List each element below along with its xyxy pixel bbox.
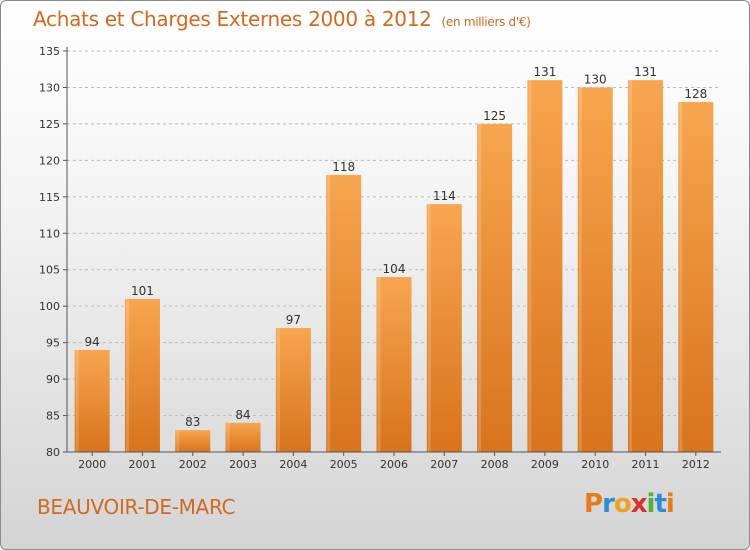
bar-highlight	[528, 80, 532, 452]
bar-highlight	[125, 298, 129, 452]
logo-letter: r	[602, 489, 615, 519]
bar	[577, 87, 613, 453]
bar-highlight	[377, 277, 381, 452]
bar	[678, 102, 714, 452]
bar	[527, 80, 563, 452]
y-tick-label: 105	[39, 264, 60, 277]
y-tick-label: 100	[39, 300, 60, 313]
y-tick-label: 80	[46, 446, 60, 459]
x-tick-label: 2001	[128, 458, 156, 471]
place-name: BEAUVOIR-DE-MARC	[37, 495, 236, 519]
x-tick-label: 2004	[279, 458, 307, 471]
data-label: 118	[332, 160, 355, 174]
bar-highlight	[629, 80, 633, 452]
y-tick-label: 95	[46, 337, 60, 350]
x-tick-label: 2006	[380, 458, 408, 471]
bar-highlight	[427, 204, 431, 452]
chart-subtitle: (en milliers d'€)	[441, 15, 531, 29]
logo-letter: P	[584, 489, 603, 519]
logo-letter: i	[646, 489, 656, 519]
logo-letter: x	[630, 489, 648, 519]
x-tick-label: 2007	[430, 458, 458, 471]
y-tick-label: 90	[46, 373, 60, 386]
y-tick-label: 130	[39, 81, 60, 94]
data-label: 97	[286, 313, 301, 327]
bar	[376, 277, 412, 452]
bar	[326, 174, 362, 453]
x-tick-label: 2012	[682, 458, 710, 471]
bar-highlight	[276, 328, 280, 452]
x-tick-label: 2010	[581, 458, 609, 471]
y-tick-label: 120	[39, 154, 60, 167]
axes: 80 85 90 95 100 105 110 115 120 125 130 135 2000 2001…	[39, 45, 721, 471]
x-tick-label: 2005	[330, 458, 358, 471]
bars	[74, 80, 714, 453]
data-label: 94	[85, 335, 100, 349]
y-tick-label: 110	[39, 227, 60, 240]
y-tick-label: 115	[39, 191, 60, 204]
data-label: 83	[185, 415, 200, 429]
bar	[628, 80, 664, 452]
data-label: 114	[433, 189, 456, 203]
y-tick-label: 85	[46, 410, 60, 423]
data-label: 84	[235, 408, 250, 422]
bar-highlight	[176, 430, 180, 452]
x-tick-label: 2009	[531, 458, 559, 471]
bar-highlight	[679, 102, 683, 452]
bar	[225, 422, 261, 452]
proxiti-logo: Proxiti	[584, 489, 675, 519]
logo-letter: i	[665, 489, 675, 519]
data-labels: 94 101 83 84 97 118 104 114 125 131 130 131 128	[85, 65, 708, 429]
data-label: 130	[584, 72, 607, 86]
bar-highlight	[478, 123, 482, 452]
chart-title: Achats et Charges Externes 2000 à 2012 (e…	[33, 7, 531, 31]
data-label: 128	[684, 87, 707, 101]
bar	[426, 204, 462, 452]
x-tick-label: 2011	[632, 458, 660, 471]
data-label: 125	[483, 109, 506, 123]
data-label: 101	[131, 284, 154, 298]
x-tick-label: 2003	[229, 458, 257, 471]
data-label: 131	[634, 65, 657, 79]
x-tick-label: 2000	[78, 458, 106, 471]
bar	[74, 349, 110, 452]
bar	[275, 328, 311, 452]
bar-highlight	[327, 174, 331, 453]
bar	[175, 430, 211, 452]
y-tick-label: 125	[39, 118, 60, 131]
chart-title-text: Achats et Charges Externes 2000 à 2012	[33, 7, 432, 31]
logo-letter: t	[654, 489, 666, 519]
x-tick-label: 2008	[481, 458, 509, 471]
data-label: 131	[533, 65, 556, 79]
logo-letter: o	[613, 489, 632, 519]
bar	[477, 123, 513, 452]
bar-highlight	[75, 349, 79, 452]
bar	[124, 298, 160, 452]
bar-highlight	[578, 87, 582, 453]
x-tick-label: 2002	[179, 458, 207, 471]
bar-highlight	[226, 422, 230, 452]
y-tick-label: 135	[39, 45, 60, 58]
data-label: 104	[383, 262, 406, 276]
